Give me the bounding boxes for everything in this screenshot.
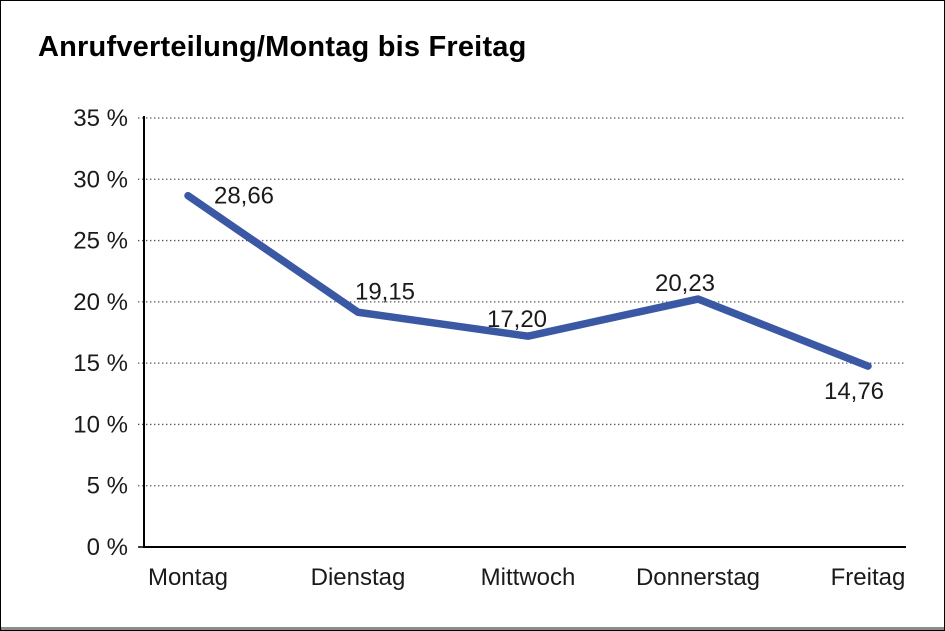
y-axis-tick-label: 25 %	[73, 228, 128, 255]
data-point-label: 20,23	[655, 270, 715, 297]
y-axis-tick-label: 15 %	[73, 350, 128, 377]
x-axis-category-label: Mittwoch	[481, 564, 576, 591]
chart-title: Anrufverteilung/Montag bis Freitag	[38, 31, 527, 63]
y-axis-tick-label: 35 %	[73, 105, 128, 132]
frame-bottom-shadow	[1, 627, 944, 630]
x-axis-category-label: Montag	[148, 564, 228, 591]
x-axis-category-label: Donnerstag	[636, 564, 760, 591]
y-axis-tick-label: 10 %	[73, 411, 128, 438]
data-point-label: 14,76	[824, 378, 884, 405]
data-point-label: 28,66	[214, 183, 274, 210]
y-axis-tick-label: 5 %	[87, 473, 128, 500]
data-series-line	[184, 191, 872, 370]
x-axis-category-label: Dienstag	[311, 564, 406, 591]
data-point-label: 19,15	[355, 278, 415, 305]
y-axis-tick-label: 20 %	[73, 289, 128, 316]
y-axis-tick-label: 0 %	[87, 534, 128, 561]
y-axis-tick-label: 30 %	[73, 166, 128, 193]
x-axis-category-label: Freitag	[831, 564, 906, 591]
data-point-label: 17,20	[487, 306, 547, 333]
